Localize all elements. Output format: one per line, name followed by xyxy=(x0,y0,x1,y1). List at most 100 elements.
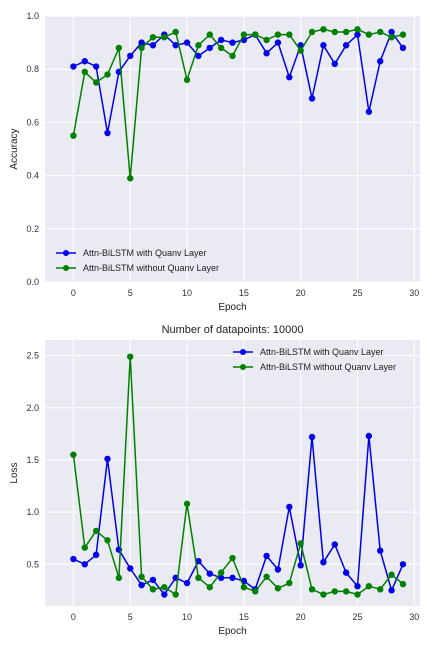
data-point xyxy=(377,58,384,65)
data-point xyxy=(365,108,373,115)
data-point xyxy=(240,584,248,591)
data-point xyxy=(377,547,384,554)
data-point xyxy=(342,569,350,576)
legend-marker xyxy=(240,364,246,370)
data-point xyxy=(104,455,111,463)
data-point xyxy=(297,562,304,569)
data-point xyxy=(399,580,407,588)
y-tick-label: 2.0 xyxy=(26,403,39,413)
data-point xyxy=(81,68,88,76)
y-tick-label: 0.8 xyxy=(26,64,39,74)
data-point xyxy=(263,50,270,57)
x-tick-label: 10 xyxy=(182,612,192,622)
accuracy-chart: 0 5 10 15 20 25 30 0.0 0.2 0.4 0.6 0.8 1.0 Epoch Ac… xyxy=(9,11,420,313)
data-point xyxy=(81,561,88,568)
data-point xyxy=(138,581,145,589)
data-point xyxy=(297,540,304,547)
data-point xyxy=(195,574,202,582)
data-point xyxy=(320,558,327,566)
data-point xyxy=(138,44,145,52)
legend-label: Attn-BiLSTM without Quanv Layer xyxy=(83,263,219,273)
data-point xyxy=(206,570,213,577)
x-tick-label: 20 xyxy=(296,612,306,622)
legend-label: Attn-BiLSTM with Quanv Layer xyxy=(260,347,384,357)
data-point xyxy=(217,44,225,52)
data-point xyxy=(331,60,338,68)
data-point xyxy=(274,31,282,38)
x-tick-labels: 0 5 10 15 20 25 30 xyxy=(71,612,419,622)
data-point xyxy=(365,582,373,590)
data-point xyxy=(331,588,338,595)
y-axis-label: Accuracy xyxy=(9,128,20,169)
data-point xyxy=(297,47,304,54)
data-point xyxy=(286,503,293,511)
data-point xyxy=(308,433,316,441)
data-point xyxy=(70,63,77,70)
data-point xyxy=(104,537,111,544)
data-point xyxy=(365,31,373,38)
gridlines xyxy=(45,15,420,283)
data-point xyxy=(399,44,407,52)
x-tick-label: 0 xyxy=(71,288,76,298)
data-point xyxy=(183,579,191,587)
legend: Attn-BiLSTM with Quanv Layer Attn-BiLSTM… xyxy=(233,347,396,372)
legend: Attn-BiLSTM with Quanv Layer Attn-BiLSTM… xyxy=(56,248,219,273)
data-point xyxy=(206,31,213,38)
data-point xyxy=(172,42,179,49)
data-point xyxy=(115,44,123,52)
data-point xyxy=(229,574,236,582)
x-tick-label: 25 xyxy=(352,288,362,298)
x-tick-label: 5 xyxy=(128,612,133,622)
y-tick-label: 1.5 xyxy=(26,455,39,465)
data-point xyxy=(183,76,191,84)
data-point xyxy=(354,26,361,33)
legend-label: Attn-BiLSTM without Quanv Layer xyxy=(260,362,396,372)
data-point xyxy=(127,52,134,60)
y-tick-label: 0.0 xyxy=(26,277,39,287)
y-axis-label: Loss xyxy=(9,462,20,483)
x-axis-label: Epoch xyxy=(218,626,246,637)
data-point xyxy=(377,28,384,36)
data-point xyxy=(342,42,350,49)
data-point xyxy=(342,588,350,595)
data-point xyxy=(217,36,225,44)
data-point xyxy=(115,574,123,582)
data-point xyxy=(149,586,157,593)
data-point xyxy=(365,432,373,440)
data-point xyxy=(388,28,395,36)
legend-entry-without-quanv: Attn-BiLSTM without Quanv Layer xyxy=(56,263,219,273)
data-point xyxy=(149,576,157,584)
data-point xyxy=(308,586,316,593)
data-point xyxy=(229,52,236,60)
legend-marker xyxy=(63,265,69,271)
data-point xyxy=(274,585,282,592)
chart-title: Number of datapoints: 10000 xyxy=(162,324,304,336)
data-point xyxy=(286,31,293,38)
x-tick-label: 10 xyxy=(182,288,192,298)
data-point xyxy=(286,579,293,587)
data-point xyxy=(195,42,202,49)
x-tick-label: 30 xyxy=(409,288,419,298)
data-point xyxy=(161,584,168,591)
x-tick-label: 30 xyxy=(409,612,419,622)
data-point xyxy=(331,541,338,548)
data-point xyxy=(70,555,77,563)
loss-chart: 0 5 10 15 20 25 30 0.5 1.0 1.5 2.0 2.5 Number of d… xyxy=(9,324,420,637)
data-point xyxy=(320,26,327,33)
x-tick-label: 15 xyxy=(239,612,249,622)
data-point xyxy=(81,544,88,551)
data-point xyxy=(354,591,361,598)
data-point xyxy=(149,42,157,49)
data-point xyxy=(172,28,179,36)
data-point xyxy=(70,451,77,458)
data-point xyxy=(104,71,111,78)
y-tick-label: 1.0 xyxy=(26,11,39,21)
y-tick-label: 1.0 xyxy=(26,507,39,517)
data-point xyxy=(274,39,282,46)
series-layer xyxy=(70,353,407,598)
data-point xyxy=(286,73,293,81)
data-point xyxy=(229,554,236,562)
data-point xyxy=(127,353,134,360)
data-point xyxy=(92,79,100,86)
